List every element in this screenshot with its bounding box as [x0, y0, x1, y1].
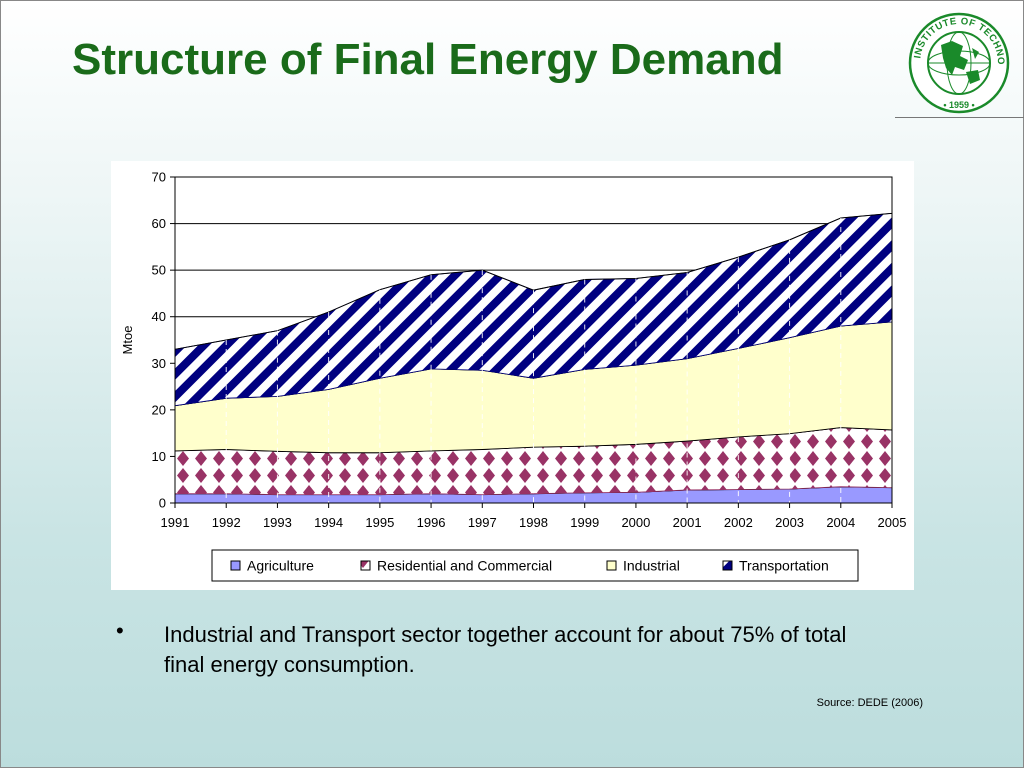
- x-tick-label: 2004: [826, 515, 855, 530]
- y-tick-label: 10: [152, 449, 166, 464]
- x-tick-label: 1999: [570, 515, 599, 530]
- y-tick-label: 20: [152, 402, 166, 417]
- legend-label: Industrial: [623, 558, 680, 574]
- header-divider: [895, 117, 1024, 118]
- y-tick-label: 60: [152, 216, 166, 231]
- legend-swatch: [230, 560, 241, 571]
- x-tick-label: 1997: [468, 515, 497, 530]
- x-tick-label: 2005: [878, 515, 907, 530]
- y-tick-label: 70: [152, 170, 166, 185]
- legend-swatch: [722, 560, 733, 571]
- x-tick-label: 1991: [161, 515, 190, 530]
- stacked-area-chart: 0 10 20 30 40 50 60 70 1991 1992 1993 1994 1995 1996 1…: [120, 170, 907, 582]
- x-tick-label: 1995: [365, 515, 394, 530]
- y-tick-label: 50: [152, 263, 166, 278]
- legend-swatch: [360, 560, 371, 571]
- bullet-marker: •: [116, 618, 124, 643]
- x-tick-label: 1996: [417, 515, 446, 530]
- ait-logo: ASIAN INSTITUTE OF TECHNOLOGY • 1959 •: [908, 12, 1010, 114]
- legend-label: Residential and Commercial: [377, 558, 552, 574]
- chart-panel: 0 10 20 30 40 50 60 70 1991 1992 1993 1994 1995 1996 1…: [111, 161, 914, 590]
- x-tick-label: 1994: [314, 515, 343, 530]
- y-axis-label: Mtoe: [120, 326, 135, 355]
- y-tick-label: 0: [159, 496, 166, 511]
- x-tick-label: 2001: [673, 515, 702, 530]
- y-tick-label: 30: [152, 356, 166, 371]
- logo-year: • 1959 •: [943, 100, 974, 110]
- globe-icon: [927, 31, 991, 95]
- y-tick-label: 40: [152, 309, 166, 324]
- x-tick-label: 2002: [724, 515, 753, 530]
- chart-legend: [211, 549, 859, 582]
- legend-label: Transportation: [739, 558, 829, 574]
- bullet-text: Industrial and Transport sector together…: [164, 622, 847, 677]
- x-tick-label: 1992: [212, 515, 241, 530]
- legend-swatch: [606, 560, 617, 571]
- x-tick-label: 2003: [775, 515, 804, 530]
- x-tick-label: 1998: [519, 515, 548, 530]
- source-note: Source: DEDE (2006): [816, 697, 923, 709]
- x-tick-label: 1993: [263, 515, 292, 530]
- x-tick-label: 2000: [621, 515, 650, 530]
- legend-label: Agriculture: [247, 558, 314, 574]
- slide-title: Structure of Final Energy Demand: [72, 35, 784, 84]
